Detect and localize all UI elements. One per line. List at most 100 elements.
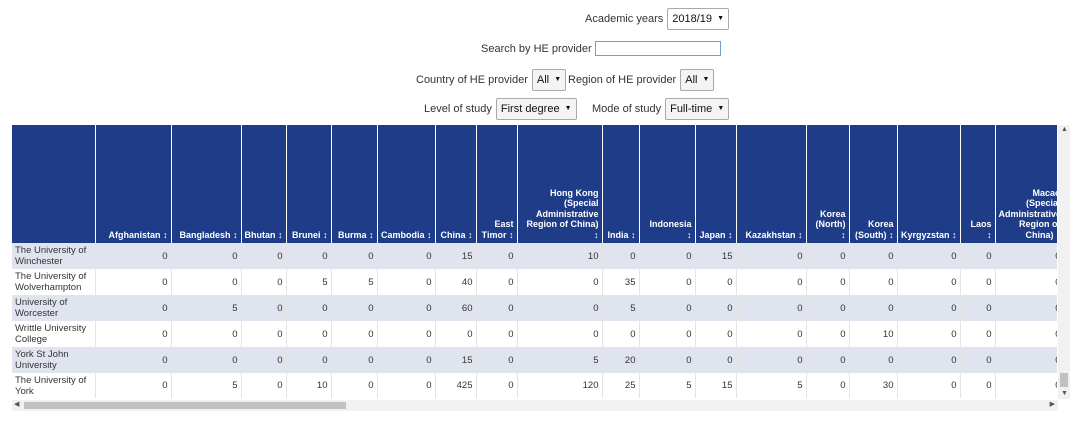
column-header[interactable]: Brunei ↕ <box>286 125 332 243</box>
vertical-scroll-thumb[interactable] <box>1060 373 1068 387</box>
vertical-scrollbar[interactable]: ▲ ▼ <box>1058 125 1070 399</box>
academic-years-select[interactable]: 2018/19 ▼ <box>667 8 730 30</box>
table-cell: 25 <box>602 373 640 398</box>
column-header[interactable]: East Timor ↕ <box>476 125 518 243</box>
sort-icon[interactable]: ↕ <box>1056 230 1057 240</box>
region-filter: Region of HE provider All ▼ <box>568 69 715 91</box>
table-cell: 0 <box>995 347 1057 373</box>
region-value: All <box>685 74 698 86</box>
sort-icon[interactable]: ↕ <box>631 229 636 240</box>
sort-icon[interactable]: ↕ <box>952 229 957 240</box>
table-cell: 0 <box>849 295 898 321</box>
table-cell: 0 <box>995 373 1057 398</box>
mode-select[interactable]: Full-time ▼ <box>665 98 730 120</box>
column-header[interactable]: Laos ↕ <box>960 125 996 243</box>
horizontal-scroll-thumb[interactable] <box>24 402 346 409</box>
table-cell: 0 <box>331 347 378 373</box>
sort-icon[interactable]: ↕ <box>687 229 692 240</box>
table-cell: 0 <box>95 269 172 295</box>
sort-icon[interactable]: ↕ <box>798 229 803 240</box>
sort-icon[interactable]: ↕ <box>987 229 992 240</box>
sort-icon[interactable]: ↕ <box>889 229 894 240</box>
column-header-label: Japan <box>699 229 726 240</box>
table-cell: 0 <box>806 243 850 269</box>
country-select[interactable]: All ▼ <box>531 69 567 91</box>
column-header[interactable]: Indonesia ↕ <box>639 125 696 243</box>
column-header[interactable]: Kyrgyzstan ↕ <box>897 125 961 243</box>
column-header[interactable]: India ↕ <box>602 125 640 243</box>
table-cell: 0 <box>331 373 378 398</box>
scroll-down-icon[interactable]: ▼ <box>1061 390 1068 397</box>
sort-icon[interactable]: ↕ <box>594 229 599 240</box>
table-cell: 30 <box>849 373 898 398</box>
column-header[interactable]: Korea (North) ↕ <box>806 125 850 243</box>
table-cell: 0 <box>171 321 242 347</box>
sort-icon[interactable]: ↕ <box>509 229 514 240</box>
sort-icon[interactable]: ↕ <box>369 229 374 240</box>
table-cell: 0 <box>286 347 332 373</box>
table-cell: 0 <box>377 243 436 269</box>
provider-name: Writtle University College <box>12 321 96 347</box>
sort-icon[interactable]: ↕ <box>278 229 283 240</box>
column-header[interactable]: Afghanistan ↕ <box>95 125 172 243</box>
table-cell: 0 <box>897 243 961 269</box>
column-header[interactable]: Cambodia ↕ <box>377 125 436 243</box>
column-header[interactable]: Macao (Special Administrative Region of … <box>995 125 1057 243</box>
table-body: The University of Winchester 0 0 0 0 0 0 15 0 10 0… <box>12 243 1057 398</box>
table-cell: 0 <box>897 295 961 321</box>
level-value: First degree <box>500 103 560 115</box>
provider-name: University of Worcester <box>12 295 96 321</box>
column-header[interactable]: Korea (South) ↕ <box>849 125 898 243</box>
table-cell: 0 <box>695 321 737 347</box>
column-header-label: Hong Kong (Special Administrative Region… <box>526 187 599 230</box>
table-cell: 0 <box>286 321 332 347</box>
level-select[interactable]: First degree ▼ <box>495 98 577 120</box>
horizontal-scrollbar[interactable]: ◀ ▶ <box>12 400 1058 411</box>
table-header-row: Afghanistan ↕ Bangladesh ↕ Bhutan ↕ Brunei … <box>12 125 1057 243</box>
column-header[interactable]: Kazakhstan ↕ <box>736 125 807 243</box>
table-cell: 0 <box>95 243 172 269</box>
chevron-down-icon: ▼ <box>717 15 725 22</box>
sort-icon[interactable]: ↕ <box>233 229 238 240</box>
table-cell: 0 <box>995 269 1057 295</box>
sort-icon[interactable]: ↕ <box>427 229 432 240</box>
search-input[interactable] <box>594 41 721 56</box>
scroll-right-icon[interactable]: ▶ <box>1049 401 1055 408</box>
table-cell: 0 <box>806 321 850 347</box>
column-header[interactable]: Japan ↕ <box>695 125 737 243</box>
column-header-label: Kyrgyzstan <box>900 229 950 240</box>
table-cell: 120 <box>517 373 603 398</box>
sort-icon[interactable]: ↕ <box>323 229 328 240</box>
table-cell: 0 <box>639 347 696 373</box>
table-cell: 0 <box>517 269 603 295</box>
sort-icon[interactable]: ↕ <box>728 229 733 240</box>
sort-icon[interactable]: ↕ <box>163 229 168 240</box>
table-row: The University of Winchester 0 0 0 0 0 0 15 0 10 0… <box>12 243 1057 269</box>
scroll-left-icon[interactable]: ◀ <box>14 401 20 408</box>
column-header-label: Cambodia <box>380 229 425 240</box>
table-cell: 5 <box>639 373 696 398</box>
sort-icon[interactable]: ↕ <box>841 229 846 240</box>
table-cell: 35 <box>602 269 640 295</box>
search-label: Search by HE provider <box>481 42 592 55</box>
sort-icon[interactable]: ↕ <box>468 229 473 240</box>
table-cell: 0 <box>736 243 807 269</box>
provider-name: York St John University <box>12 347 96 373</box>
chevron-down-icon: ▼ <box>554 76 562 83</box>
column-header[interactable]: Bhutan ↕ <box>241 125 287 243</box>
column-header-label: Burma <box>337 229 367 240</box>
column-header[interactable]: Bangladesh ↕ <box>171 125 242 243</box>
table-cell: 0 <box>897 321 961 347</box>
scroll-up-icon[interactable]: ▲ <box>1061 126 1068 133</box>
column-header[interactable]: Hong Kong (Special Administrative Region… <box>517 125 603 243</box>
region-select[interactable]: All ▼ <box>680 69 715 91</box>
column-header[interactable]: China ↕ <box>435 125 477 243</box>
region-label: Region of HE provider <box>568 74 677 86</box>
table-cell: 0 <box>960 373 996 398</box>
column-header[interactable]: Burma ↕ <box>331 125 378 243</box>
table-cell: 0 <box>95 295 172 321</box>
table-cell: 5 <box>602 295 640 321</box>
table-cell: 0 <box>241 373 287 398</box>
table-cell: 0 <box>476 373 518 398</box>
mode-label: Mode of study <box>592 103 662 115</box>
